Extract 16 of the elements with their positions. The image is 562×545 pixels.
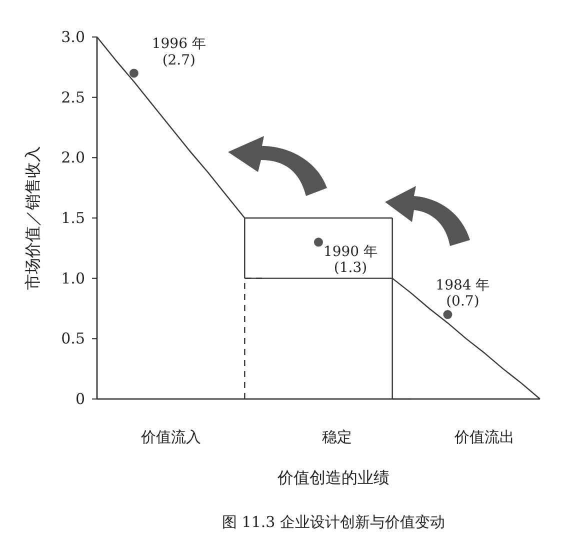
x-tick-label: 价值流入 xyxy=(140,428,201,446)
y-tick-label: 1.5 xyxy=(61,209,85,227)
y-tick-label: 0.5 xyxy=(61,330,85,348)
x-axis-title: 价值创造的业绩 xyxy=(276,468,390,487)
data-label: 1990 年 (1.3) xyxy=(323,244,378,276)
y-tick-label: 0 xyxy=(75,390,85,408)
y-tick-label: 1.0 xyxy=(61,269,85,288)
text: 图 11.3 企业设计创新与价值变动 xyxy=(222,513,445,531)
x-tick-label: 稳定 xyxy=(322,428,352,446)
y-tick-label: 2.5 xyxy=(61,88,85,106)
x-tick-label: 价值流出 xyxy=(454,428,515,446)
y-axis-title: 市场价值／销售收入 xyxy=(23,146,42,290)
data-label: 1984 年 (0.7) xyxy=(436,278,490,310)
data-label: 1996 年 (2.7) xyxy=(152,36,206,68)
y-tick-label: 2.0 xyxy=(61,148,85,167)
y-tick-label: 3.0 xyxy=(61,28,85,46)
